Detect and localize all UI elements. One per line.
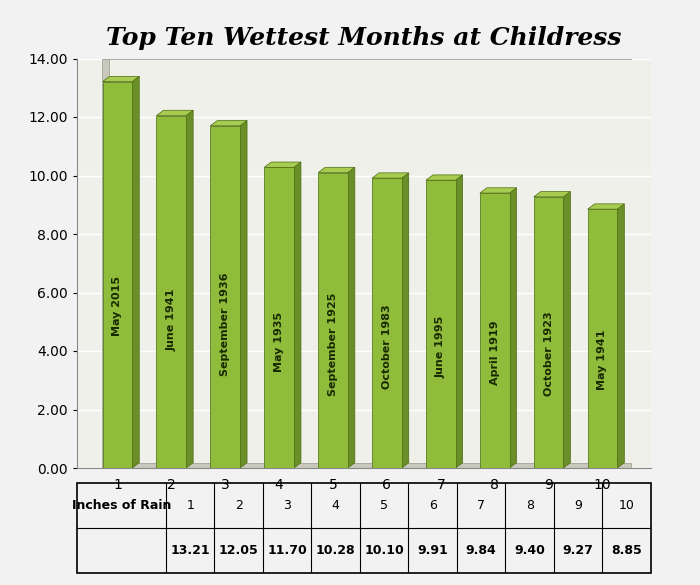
Text: 13.21: 13.21 — [170, 544, 210, 557]
Polygon shape — [240, 121, 247, 468]
Bar — [265, 167, 294, 468]
Text: October 1923: October 1923 — [544, 312, 554, 397]
Polygon shape — [103, 463, 631, 468]
Text: 9.84: 9.84 — [466, 544, 496, 557]
Text: Inches of Rain: Inches of Rain — [72, 499, 172, 512]
Polygon shape — [402, 173, 409, 468]
Text: 9.40: 9.40 — [514, 544, 545, 557]
Bar — [211, 126, 240, 468]
Polygon shape — [564, 192, 570, 468]
Text: 2: 2 — [234, 499, 243, 512]
Polygon shape — [294, 162, 301, 468]
Text: May 1941: May 1941 — [598, 329, 608, 390]
Title: Top Ten Wettest Months at Childress: Top Ten Wettest Months at Childress — [106, 26, 622, 50]
Polygon shape — [132, 76, 139, 468]
Polygon shape — [265, 162, 301, 167]
Polygon shape — [211, 121, 247, 126]
Text: May 2015: May 2015 — [113, 276, 122, 336]
Text: 11.70: 11.70 — [267, 544, 307, 557]
Text: 7: 7 — [477, 499, 485, 512]
Bar — [318, 173, 348, 468]
Text: April 1919: April 1919 — [490, 320, 500, 385]
Polygon shape — [318, 167, 355, 173]
Text: 1: 1 — [186, 499, 194, 512]
Polygon shape — [534, 192, 570, 197]
Text: June 1941: June 1941 — [167, 289, 176, 351]
Text: 10.10: 10.10 — [365, 544, 404, 557]
Polygon shape — [348, 167, 355, 468]
Bar — [103, 81, 132, 468]
Polygon shape — [426, 175, 463, 180]
Text: 8: 8 — [526, 499, 533, 512]
Text: 9.27: 9.27 — [563, 544, 594, 557]
Polygon shape — [103, 53, 110, 468]
Polygon shape — [510, 188, 517, 468]
Bar — [480, 193, 510, 468]
Text: October 1983: October 1983 — [382, 304, 392, 388]
Polygon shape — [103, 76, 139, 81]
Text: 3: 3 — [284, 499, 291, 512]
Polygon shape — [372, 173, 409, 178]
Polygon shape — [456, 175, 463, 468]
Bar — [372, 178, 402, 468]
Polygon shape — [480, 188, 517, 193]
Text: May 1935: May 1935 — [274, 312, 284, 372]
Text: 10: 10 — [619, 499, 635, 512]
Text: 9.91: 9.91 — [417, 544, 448, 557]
Text: September 1936: September 1936 — [220, 273, 230, 376]
Text: 6: 6 — [429, 499, 437, 512]
Polygon shape — [588, 204, 624, 209]
Text: 9: 9 — [574, 499, 582, 512]
Text: June 1995: June 1995 — [436, 316, 446, 378]
Polygon shape — [103, 53, 631, 59]
Bar — [588, 209, 617, 468]
Text: 4: 4 — [332, 499, 340, 512]
Polygon shape — [157, 110, 193, 115]
Polygon shape — [186, 110, 193, 468]
Bar — [426, 180, 456, 468]
Bar — [157, 115, 186, 468]
Bar — [534, 197, 564, 468]
Polygon shape — [617, 204, 624, 468]
Text: 8.85: 8.85 — [611, 544, 642, 557]
Text: 10.28: 10.28 — [316, 544, 356, 557]
Text: September 1925: September 1925 — [328, 292, 338, 395]
Text: 12.05: 12.05 — [219, 544, 258, 557]
Text: 5: 5 — [380, 499, 389, 512]
